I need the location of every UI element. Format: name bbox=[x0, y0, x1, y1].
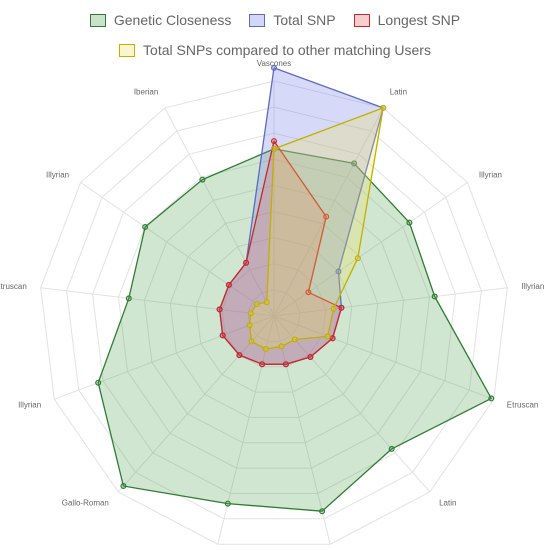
legend-item-genetic-closeness[interactable]: Genetic Closeness bbox=[89, 12, 232, 28]
axis-label: Iberian bbox=[134, 88, 158, 97]
axis-label: Gallo-Roman bbox=[62, 498, 109, 507]
grid-spoke bbox=[117, 315, 275, 493]
axis-label: Latin bbox=[439, 498, 456, 507]
data-point[interactable] bbox=[329, 335, 336, 342]
series-3 bbox=[246, 104, 387, 353]
data-point[interactable] bbox=[351, 160, 358, 167]
grid-ring bbox=[247, 289, 301, 342]
data-point[interactable] bbox=[380, 104, 387, 111]
radar-series-layer bbox=[95, 64, 495, 515]
data-point[interactable] bbox=[253, 301, 260, 308]
axis-label: Illyrian bbox=[18, 400, 41, 409]
grid-ring bbox=[221, 263, 327, 368]
grid-ring bbox=[117, 158, 431, 469]
series-0 bbox=[95, 145, 495, 515]
data-point[interactable] bbox=[307, 354, 314, 361]
data-point[interactable] bbox=[319, 508, 326, 515]
grid-spoke bbox=[54, 315, 275, 400]
data-point[interactable] bbox=[291, 336, 298, 343]
data-point[interactable] bbox=[305, 289, 312, 296]
legend-swatch-total-snps-compared bbox=[119, 43, 136, 57]
data-point[interactable] bbox=[199, 176, 206, 183]
data-point[interactable] bbox=[271, 138, 278, 145]
axis-label: Illyrian bbox=[521, 282, 544, 291]
data-point[interactable] bbox=[259, 361, 266, 368]
axis-label: Vascones bbox=[257, 59, 292, 68]
series-area bbox=[248, 107, 384, 350]
data-point[interactable] bbox=[219, 332, 226, 339]
grid-spoke bbox=[164, 107, 275, 317]
grid-ring bbox=[195, 237, 353, 393]
data-point[interactable] bbox=[324, 333, 331, 340]
axis-label: Illyrian bbox=[479, 171, 502, 180]
data-point[interactable] bbox=[271, 145, 278, 152]
data-point[interactable] bbox=[247, 310, 254, 317]
data-point[interactable] bbox=[388, 445, 395, 452]
data-point[interactable] bbox=[95, 379, 102, 386]
grid-spoke bbox=[273, 315, 494, 400]
legend-swatch-total-snp bbox=[249, 13, 266, 27]
data-point[interactable] bbox=[225, 281, 232, 288]
grid-spoke bbox=[273, 315, 331, 545]
data-point[interactable] bbox=[120, 483, 127, 490]
legend-row-2: Total SNPs compared to other matching Us… bbox=[0, 42, 550, 58]
grid-spoke bbox=[273, 287, 508, 317]
data-point[interactable] bbox=[488, 395, 495, 402]
legend-label-longest-snp: Longest SNP bbox=[377, 12, 461, 28]
data-point[interactable] bbox=[338, 304, 345, 311]
legend-label-genetic-closeness: Genetic Closeness bbox=[113, 12, 232, 28]
data-point[interactable] bbox=[330, 305, 337, 312]
data-point[interactable] bbox=[323, 213, 330, 220]
grid-spoke bbox=[40, 287, 275, 317]
series-2 bbox=[216, 138, 345, 368]
data-point[interactable] bbox=[278, 343, 285, 350]
data-point[interactable] bbox=[263, 299, 270, 306]
legend-swatch-genetic-closeness bbox=[89, 13, 106, 27]
legend-swatch-longest-snp bbox=[353, 13, 370, 27]
data-point[interactable] bbox=[125, 295, 132, 302]
data-point[interactable] bbox=[243, 259, 250, 266]
radar-axis-labels: Vascones Latin Illyrian Illyrian Etruscan Lat… bbox=[0, 59, 544, 507]
data-point[interactable] bbox=[271, 64, 278, 71]
data-point[interactable] bbox=[246, 322, 253, 329]
legend-label-total-snps-compared: Total SNPs compared to other matching Us… bbox=[143, 42, 431, 58]
axis-label: Illyrian bbox=[46, 171, 69, 180]
series-area bbox=[97, 148, 492, 512]
legend-label-total-snp: Total SNP bbox=[273, 12, 336, 28]
axis-label: Latin bbox=[390, 88, 407, 97]
grid-spoke bbox=[80, 182, 275, 317]
grid-ring bbox=[169, 211, 379, 418]
axis-label: Etruscan bbox=[507, 400, 539, 409]
grid-spoke bbox=[273, 315, 431, 493]
data-point[interactable] bbox=[216, 306, 223, 313]
data-point[interactable] bbox=[236, 352, 243, 359]
legend-row-1: Genetic Closeness Total SNP Longest SNP bbox=[0, 12, 550, 28]
legend-item-total-snp[interactable]: Total SNP bbox=[249, 12, 336, 28]
data-point[interactable] bbox=[431, 293, 438, 300]
data-point[interactable] bbox=[406, 219, 413, 226]
radar-grid bbox=[40, 80, 508, 545]
data-point[interactable] bbox=[142, 224, 149, 231]
data-point[interactable] bbox=[354, 255, 361, 262]
grid-spoke bbox=[273, 107, 384, 317]
data-point[interactable] bbox=[224, 500, 231, 507]
grid-ring bbox=[92, 132, 456, 494]
data-point[interactable] bbox=[248, 338, 255, 345]
data-point[interactable] bbox=[262, 346, 269, 353]
axis-label: Etruscan bbox=[0, 282, 27, 291]
legend-item-longest-snp[interactable]: Longest SNP bbox=[353, 12, 461, 28]
legend-item-total-snps-compared[interactable]: Total SNPs compared to other matching Us… bbox=[119, 42, 431, 58]
data-point[interactable] bbox=[335, 268, 342, 275]
grid-ring bbox=[40, 80, 508, 545]
grid-ring bbox=[143, 184, 405, 444]
grid-ring bbox=[66, 106, 482, 520]
series-area bbox=[218, 140, 343, 365]
data-point[interactable] bbox=[282, 361, 289, 368]
